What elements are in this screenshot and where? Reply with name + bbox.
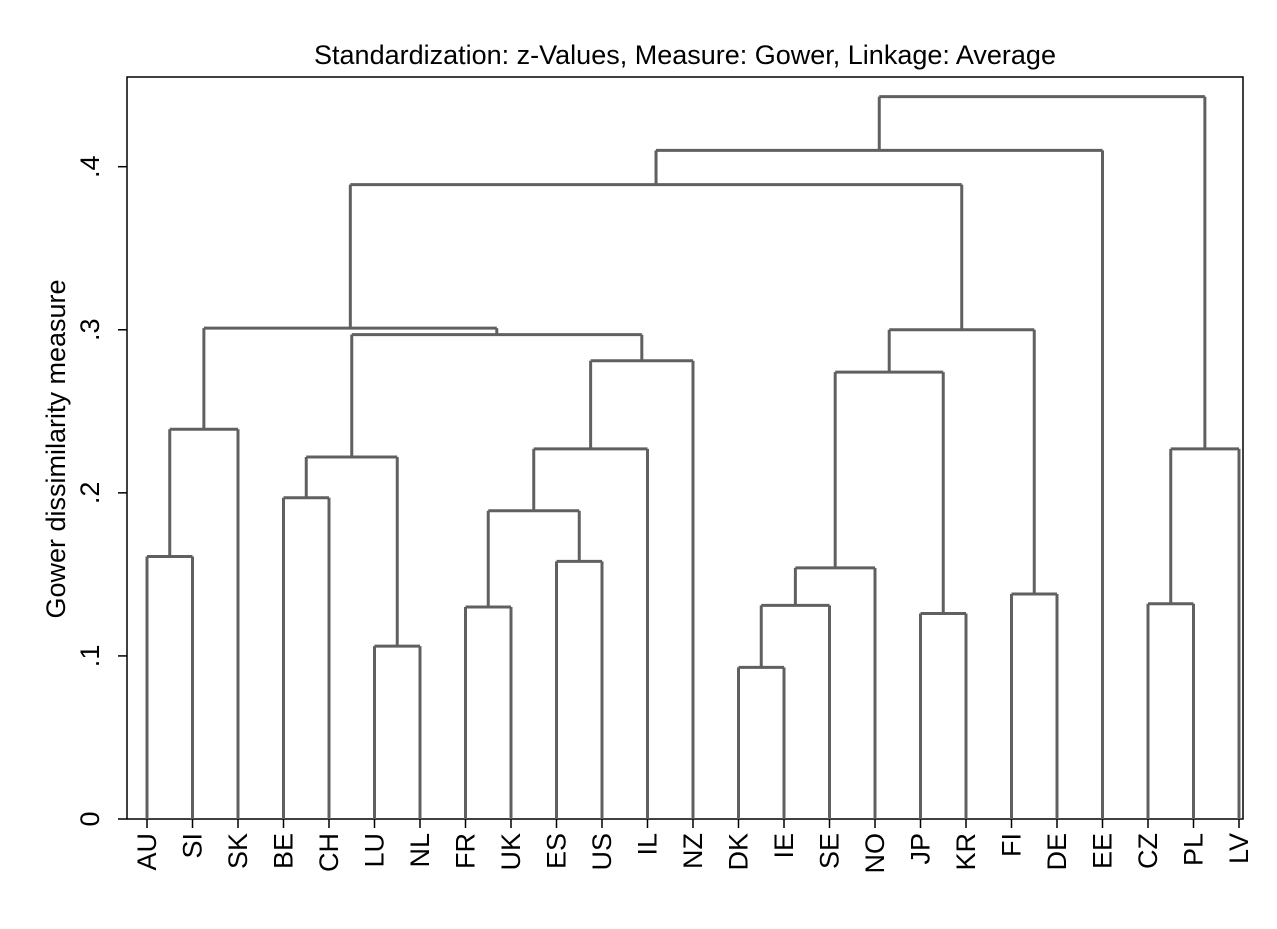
y-tick-label: .3	[75, 319, 105, 342]
leaf-label-cz: CZ	[1133, 833, 1163, 869]
leaf-label-il: IL	[633, 833, 663, 856]
leaf-label-us: US	[587, 833, 617, 871]
leaf-label-sk: SK	[223, 833, 253, 869]
leaf-label-ch: CH	[314, 833, 344, 872]
y-axis-ticks: 0 .1 .2 .3 .4	[75, 155, 127, 827]
y-tick-label: .4	[75, 155, 105, 178]
chart-title: Standardization: z-Values, Measure: Gowe…	[314, 40, 1056, 70]
leaf-label-uk: UK	[496, 833, 526, 871]
y-tick-label: .2	[75, 482, 105, 505]
leaf-label-be: BE	[269, 833, 299, 869]
leaf-label-nl: NL	[405, 833, 435, 868]
y-axis-label: Gower dissimilarity measure	[41, 279, 71, 618]
plot-frame	[126, 76, 1244, 820]
leaf-label-kr: KR	[951, 833, 981, 871]
leaf-label-dk: DK	[724, 833, 754, 871]
leaf-label-es: ES	[542, 833, 572, 869]
leaf-label-lv: LV	[1224, 833, 1254, 864]
leaf-label-ee: EE	[1088, 833, 1118, 869]
leaf-label-ie: IE	[769, 833, 799, 859]
leaf-label-au: AU	[132, 833, 162, 871]
y-tick-label: .1	[75, 645, 105, 668]
dendrogram-branches	[145, 95, 1241, 819]
leaf-label-se: SE	[815, 833, 845, 869]
leaf-label-jp: JP	[906, 833, 936, 865]
leaf-label-fr: FR	[451, 833, 481, 869]
x-axis-leaf-labels: AU SI SK BE CH LU NL FR UK ES US IL NZ DK IE SE NO JP KR FI…	[132, 819, 1254, 874]
leaf-label-si: SI	[178, 833, 208, 859]
leaf-label-no: NO	[860, 833, 890, 874]
leaf-label-nz: NZ	[678, 833, 708, 869]
leaf-label-de: DE	[1042, 833, 1072, 871]
leaf-label-pl: PL	[1179, 833, 1209, 866]
y-tick-label: 0	[75, 811, 105, 826]
leaf-label-lu: LU	[360, 833, 390, 868]
leaf-label-fi: FI	[997, 833, 1027, 857]
